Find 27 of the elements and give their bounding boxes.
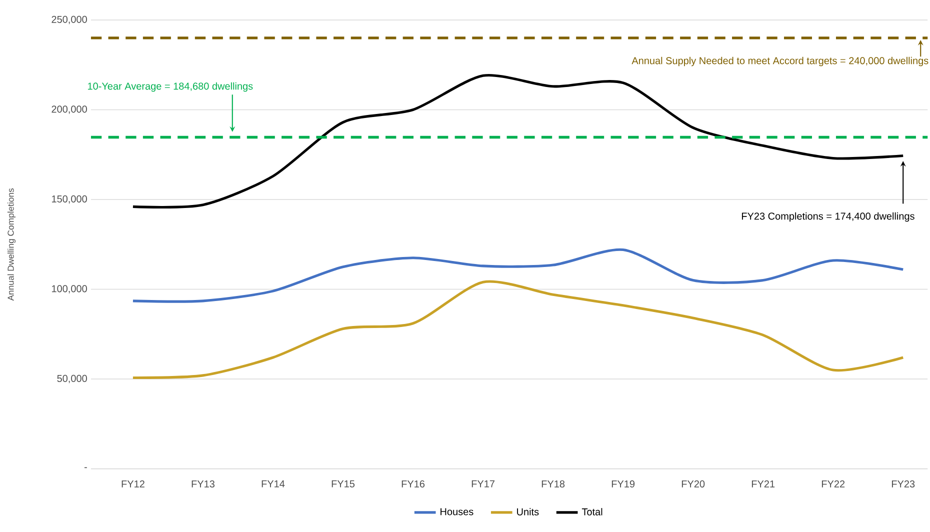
y-tick-label: 50,000 [57,375,87,384]
legend-label: Total [582,508,602,516]
x-tick-label: FY23 [892,480,915,488]
x-tick-label: FY22 [822,480,845,488]
x-tick-label: FY14 [262,480,285,488]
ref-line-label: 10-Year Average = 184,680 dwellings [88,82,253,92]
line-series [132,248,904,303]
y-tick-label: 150,000 [52,195,87,204]
y-tick-label: - [84,467,87,468]
x-tick-label: FY18 [542,480,565,488]
line-series [132,280,904,380]
x-tick-label: FY15 [332,480,355,488]
x-tick-label: FY12 [122,480,144,488]
x-tick-label: FY21 [752,480,775,488]
legend-label: Units [517,508,539,516]
y-tick-label: 100,000 [52,285,87,294]
x-tick-label: FY20 [682,480,705,488]
annotation: FY23 Completions = 174,400 dwellings [742,212,914,222]
y-tick-label: 250,000 [52,16,87,24]
y-tick-label: 200,000 [52,106,87,114]
x-tick-label: FY16 [402,480,425,488]
ref-line-label: Annual Supply Needed to meet Accord targets = 240,000 dwellings [632,56,928,66]
legend-label: Houses [440,508,474,516]
x-tick-label: FY17 [472,480,494,488]
y-axis-title: Annual Dwelling Completions [7,188,16,301]
x-tick-label: FY19 [612,480,635,488]
x-tick-label: FY13 [192,480,214,488]
